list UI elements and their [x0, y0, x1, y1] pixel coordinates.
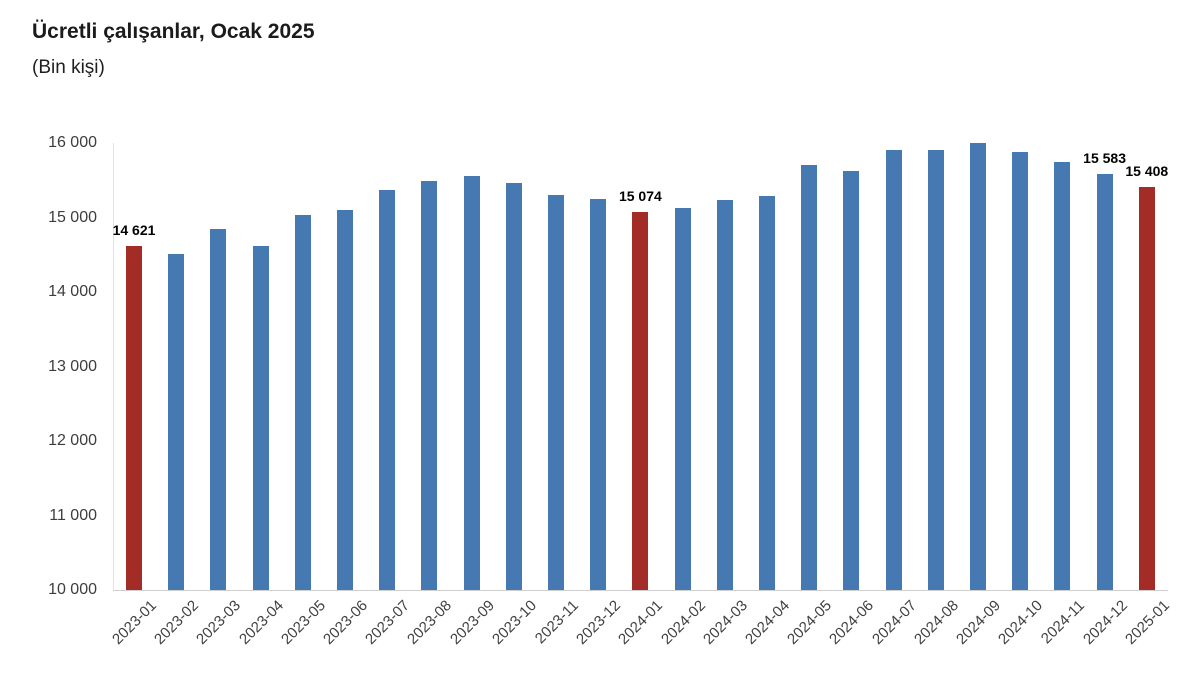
x-axis-line	[113, 590, 1168, 591]
y-axis-tick-label: 11 000	[49, 506, 97, 524]
bar-2023-09	[463, 175, 480, 590]
bar-2024-05	[801, 165, 818, 590]
bar-2023-03	[210, 228, 227, 590]
y-axis-tick-label: 15 000	[48, 208, 97, 226]
bar-2023-10	[505, 183, 522, 590]
bar-2024-03	[716, 200, 733, 590]
bar-2023-06	[337, 210, 353, 590]
bar-2024-11	[1054, 161, 1071, 590]
y-axis-tick-label: 14 000	[48, 283, 97, 300]
bar-2023-04	[252, 245, 269, 590]
bar-2023-12	[590, 199, 607, 590]
bar-2024-09	[970, 143, 986, 590]
bar-2023-07	[379, 189, 396, 590]
bar-2024-01	[632, 211, 649, 590]
bar-2024-07	[885, 149, 902, 590]
bar-2025-01	[1138, 187, 1155, 590]
y-axis-line	[113, 143, 114, 591]
bar-2023-02	[168, 254, 185, 590]
y-axis-tick-label: 10 000	[48, 581, 97, 598]
y-axis-tick-label: 12 000	[48, 432, 97, 449]
bar-2024-12	[1096, 174, 1113, 590]
chart-title: Ücretli çalışanlar, Ocak 2025	[32, 20, 315, 43]
bar-2023-05	[294, 215, 311, 590]
bar-2023-01	[126, 245, 142, 590]
bar-2024-04	[759, 196, 775, 590]
bar-value-label-2024-01: 15 074	[618, 187, 662, 204]
bar-2023-08	[421, 181, 438, 590]
bar-2023-11	[548, 195, 564, 590]
bar-value-label-2023-01: 14 621	[112, 221, 156, 238]
y-axis-tick-label: 16 000	[48, 134, 97, 151]
bar-2024-10	[1012, 152, 1029, 590]
bar-value-label-2025-01: 15 408	[1125, 163, 1169, 180]
bar-2024-02	[674, 208, 691, 590]
bar-2024-06	[843, 171, 860, 590]
y-axis-tick-label: 13 000	[48, 357, 97, 375]
bar-2024-08	[927, 150, 944, 590]
chart-subtitle: (Bin kişi)	[32, 57, 105, 78]
bar-value-label-2024-12: 15 583	[1083, 150, 1126, 167]
